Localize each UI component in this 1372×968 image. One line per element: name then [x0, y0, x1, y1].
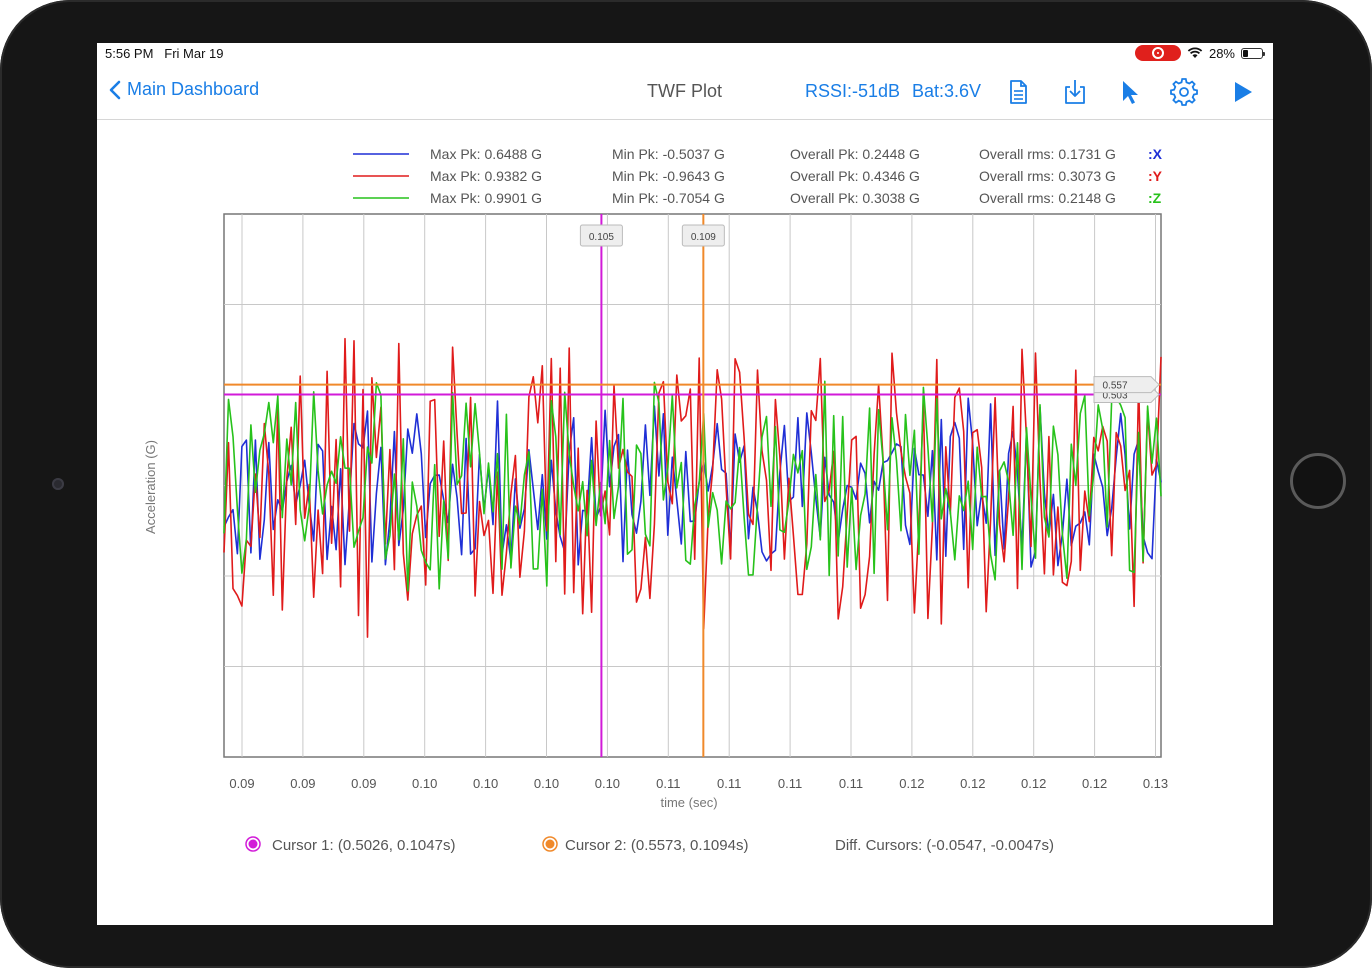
legend-max-pk-2: Max Pk: 0.9901 G	[430, 190, 542, 206]
cursor-readout-footer: Cursor 1: (0.5026, 0.1047s) Cursor 2: (0…	[245, 836, 1054, 854]
x-tick-label: 0.11	[778, 776, 802, 791]
legend-axis-1: :Y	[1148, 168, 1163, 184]
wifi-icon	[1187, 47, 1203, 58]
x-tick-label: 0.09	[351, 776, 376, 791]
legend-min-pk-0: Min Pk: -0.5037 G	[612, 146, 725, 162]
x-tick-label: 0.11	[717, 776, 741, 791]
rssi-readout: RSSI:-51dB	[805, 81, 901, 101]
x-tick-label: 0.10	[412, 776, 437, 791]
front-camera	[52, 478, 64, 490]
cursor-pointer-icon[interactable]	[1114, 77, 1144, 107]
legend-overall-pk-0: Overall Pk: 0.2448 G	[790, 146, 920, 162]
page-title: TWF Plot	[647, 81, 722, 101]
x-tick-label: 0.12	[899, 776, 924, 791]
cursor-1-x-box	[579, 224, 623, 247]
legend-min-pk-2: Min Pk: -0.7054 G	[612, 190, 725, 206]
gear-icon[interactable]	[1169, 77, 1199, 107]
cursor-2-x-label: 0.109	[691, 232, 716, 243]
legend-overall-pk-1: Overall Pk: 0.4346 G	[790, 168, 920, 184]
x-tick-label: 0.09	[229, 776, 254, 791]
chevron-left-icon	[109, 80, 121, 99]
series-line-x	[223, 397, 1162, 568]
cursor2-marker-icon	[542, 836, 558, 852]
status-bar: 5:56 PM Fri Mar 19 28%	[97, 43, 1273, 65]
x-tick-label: 0.12	[1021, 776, 1046, 791]
battery-icon	[1241, 47, 1265, 59]
back-button[interactable]: Main Dashboard	[109, 79, 259, 100]
legend-overall-rms-1: Overall rms: 0.3073 G	[979, 168, 1116, 184]
x-tick-label: 0.10	[534, 776, 559, 791]
legend-overall-rms-0: Overall rms: 0.1731 G	[979, 146, 1116, 162]
status-right: 28%	[1134, 45, 1265, 61]
back-button-label: Main Dashboard	[127, 79, 260, 99]
cursor2-dot	[545, 839, 555, 849]
x-tick-label: 0.12	[960, 776, 985, 791]
legend-max-pk-0: Max Pk: 0.6488 G	[430, 146, 542, 162]
battery-voltage-readout: Bat:3.6V	[912, 81, 982, 101]
cursor2-readout: Cursor 2: (0.5573, 0.1094s)	[565, 837, 748, 854]
home-button[interactable]	[1290, 453, 1346, 509]
series-line-z	[223, 380, 1162, 592]
cursor1-readout: Cursor 1: (0.5026, 0.1047s)	[272, 837, 455, 854]
x-tick-label: 0.10	[595, 776, 620, 791]
status-time: 5:56 PM Fri Mar 19	[105, 46, 224, 61]
twf-chart: Max Pk: 0.6488 G Min Pk: -0.5037 G Overall…	[143, 146, 1168, 854]
battery-percent: 28%	[1208, 45, 1235, 61]
legend-overall-pk-2: Overall Pk: 0.3038 G	[790, 190, 920, 206]
cursor1-marker-icon	[245, 836, 261, 852]
document-icon[interactable]	[1003, 77, 1033, 107]
x-tick-label: 0.13	[1143, 776, 1168, 791]
legend-overall-rms-2: Overall rms: 0.2148 G	[979, 190, 1116, 206]
screen: 5:56 PM Fri Mar 19 28% Main Dashboard TW…	[97, 43, 1273, 925]
series-line-y	[223, 337, 1162, 638]
legend-axis-2: :Z	[1148, 190, 1162, 206]
x-tick-label: 0.10	[473, 776, 498, 791]
play-icon[interactable]	[1227, 77, 1257, 107]
cursor-2-y-box	[1093, 376, 1160, 394]
nav-bar: Main Dashboard TWF Plot RSSI:-51dB Bat:3…	[97, 65, 1273, 120]
x-tick-label: 0.12	[1082, 776, 1107, 791]
cursor-diff-readout: Diff. Cursors: (-0.0547, -0.0047s)	[835, 837, 1054, 854]
screen-record-icon[interactable]	[1134, 45, 1181, 61]
y-axis-label: Acceleration (G)	[143, 440, 158, 534]
legend: Max Pk: 0.6488 G Min Pk: -0.5037 G Overall…	[353, 146, 1163, 206]
x-tick-label: 0.09	[290, 776, 315, 791]
legend-min-pk-1: Min Pk: -0.9643 G	[612, 168, 725, 184]
x-tick-label: 0.11	[656, 776, 680, 791]
plot-area[interactable]: 0.09 0.09 0.09 0.10 0.10 0.10 0.10 0.11 0.11 0.11…	[223, 213, 1168, 791]
cursor-1-x-label: 0.105	[589, 232, 614, 243]
x-axis-label: time (sec)	[660, 795, 717, 810]
cursor-2-y-label: 0.557	[1102, 381, 1127, 392]
cursor-1-y-label: 0.503	[1102, 391, 1127, 402]
legend-max-pk-1: Max Pk: 0.9382 G	[430, 168, 542, 184]
x-tick-label: 0.11	[839, 776, 863, 791]
download-icon[interactable]	[1060, 77, 1090, 107]
cursor-2-x-box	[681, 224, 725, 247]
legend-axis-0: :X	[1148, 146, 1163, 162]
cursor1-dot	[248, 839, 258, 849]
